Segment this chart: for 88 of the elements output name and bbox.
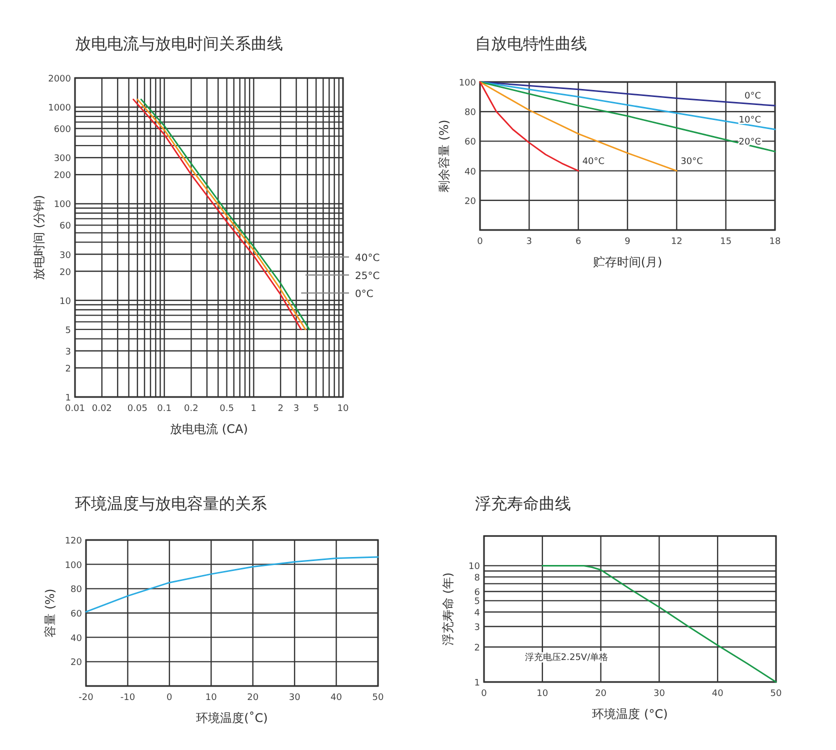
- y-axis-title: 浮充寿命 (年): [441, 572, 455, 646]
- series-label: 30°C: [680, 156, 703, 167]
- x-tick-label: 9: [624, 237, 631, 247]
- x-tick-label: 18: [769, 237, 781, 247]
- y-tick-label: 300: [54, 154, 72, 164]
- x-tick-label: 1: [250, 404, 257, 414]
- text: 0°C: [355, 289, 374, 300]
- x-tick-label: 20: [247, 693, 259, 703]
- x-tick-label: 50: [372, 693, 384, 703]
- y-tick-label: 30: [60, 250, 72, 261]
- x-tick-label: 0.01: [64, 404, 86, 414]
- x-tick-label: 0.05: [127, 404, 148, 414]
- x-tick-label: 3: [526, 237, 532, 247]
- x-axis-title: 环境温度(˚C): [196, 711, 268, 725]
- x-tick-label: 2: [278, 404, 284, 414]
- y-tick-label: 1: [65, 394, 71, 404]
- y-tick-label: 100: [458, 78, 476, 88]
- x-axis-title: 贮存时间(月): [592, 255, 662, 269]
- line-series: [542, 564, 777, 683]
- x-tick-label: 0: [477, 237, 484, 247]
- series-label: 10°C: [738, 115, 761, 126]
- y-tick-label: 2: [474, 643, 480, 654]
- y-tick-label: 4: [474, 608, 480, 618]
- y-tick-label: 5: [474, 597, 480, 608]
- y-tick-label: 20: [60, 268, 72, 278]
- x-axis-title: 环境温度 (°C): [592, 707, 668, 721]
- y-tick-label: 1000: [48, 104, 72, 114]
- y-tick-label: 10: [468, 562, 480, 572]
- x-tick-label: 0.5: [220, 404, 234, 414]
- y-tick-label: 100: [54, 200, 72, 210]
- x-tick-label: 40: [712, 689, 724, 699]
- x-tick-label: 10: [536, 689, 548, 699]
- y-tick-label: 200: [54, 171, 72, 182]
- y-tick-label: 60: [70, 610, 82, 620]
- y-tick-label: 40: [70, 634, 82, 644]
- y-tick-label: 6: [474, 588, 480, 598]
- y-axis-title: 剩余容量 (%): [437, 120, 451, 192]
- y-tick-label: 3: [65, 347, 71, 358]
- x-tick-label: 0.02: [92, 404, 112, 414]
- x-tick-label: 0: [481, 689, 488, 699]
- line-series: [479, 81, 678, 172]
- x-tick-label: 5: [313, 404, 319, 414]
- line-series: [85, 556, 379, 613]
- y-tick-label: 80: [464, 108, 476, 118]
- y-tick-label: 8: [474, 573, 480, 584]
- y-tick-label: 80: [70, 585, 82, 596]
- x-tick-label: 10: [205, 693, 218, 703]
- series-label: 0°C: [744, 92, 761, 102]
- x-tick-label: 30: [288, 693, 301, 703]
- x-tick-label: 0: [166, 693, 173, 703]
- x-tick-label: 30: [653, 689, 666, 699]
- chart-title: 浮充寿命曲线: [475, 494, 571, 513]
- x-tick-label: 50: [770, 689, 782, 699]
- y-tick-label: 60: [464, 138, 476, 148]
- x-tick-label: -20: [78, 693, 94, 703]
- chart-title: 自放电特性曲线: [475, 34, 587, 53]
- chart-title: 放电电流与放电时间关系曲线: [75, 34, 283, 53]
- x-tick-label: -10: [120, 693, 136, 703]
- y-tick-label: 1: [474, 678, 480, 688]
- x-tick-label: 0.1: [157, 404, 172, 414]
- y-tick-label: 60: [60, 222, 72, 232]
- y-tick-label: 2000: [48, 74, 72, 84]
- x-tick-label: 15: [720, 237, 732, 247]
- y-tick-label: 10: [60, 296, 72, 307]
- x-tick-label: 20: [595, 689, 607, 699]
- x-tick-label: 40: [330, 693, 342, 703]
- y-tick-label: 120: [64, 536, 82, 546]
- series-label: 40°C: [582, 156, 605, 167]
- y-tick-label: 40: [464, 167, 476, 178]
- line-series: [479, 81, 580, 172]
- text: 25°C: [355, 271, 380, 282]
- chart-title: 环境温度与放电容量的关系: [75, 494, 267, 513]
- y-tick-label: 100: [64, 560, 82, 571]
- x-tick-label: 6: [575, 237, 582, 247]
- y-axis-title: 容量 (%): [43, 588, 57, 638]
- x-tick-label: 10: [337, 404, 349, 414]
- y-tick-label: 2: [65, 364, 71, 374]
- y-axis-title: 放电时间 (分钟): [32, 194, 46, 280]
- y-tick-label: 20: [464, 196, 476, 207]
- text: 40°C: [355, 253, 380, 264]
- y-tick-label: 3: [474, 623, 480, 634]
- x-axis-title: 放电电流 (CA): [170, 422, 248, 436]
- x-tick-label: 3: [293, 404, 300, 414]
- x-tick-label: 12: [670, 237, 682, 247]
- y-tick-label: 20: [70, 658, 82, 668]
- y-tick-label: 5: [65, 326, 71, 336]
- y-tick-label: 600: [54, 125, 72, 136]
- x-tick-label: 0.2: [184, 404, 198, 414]
